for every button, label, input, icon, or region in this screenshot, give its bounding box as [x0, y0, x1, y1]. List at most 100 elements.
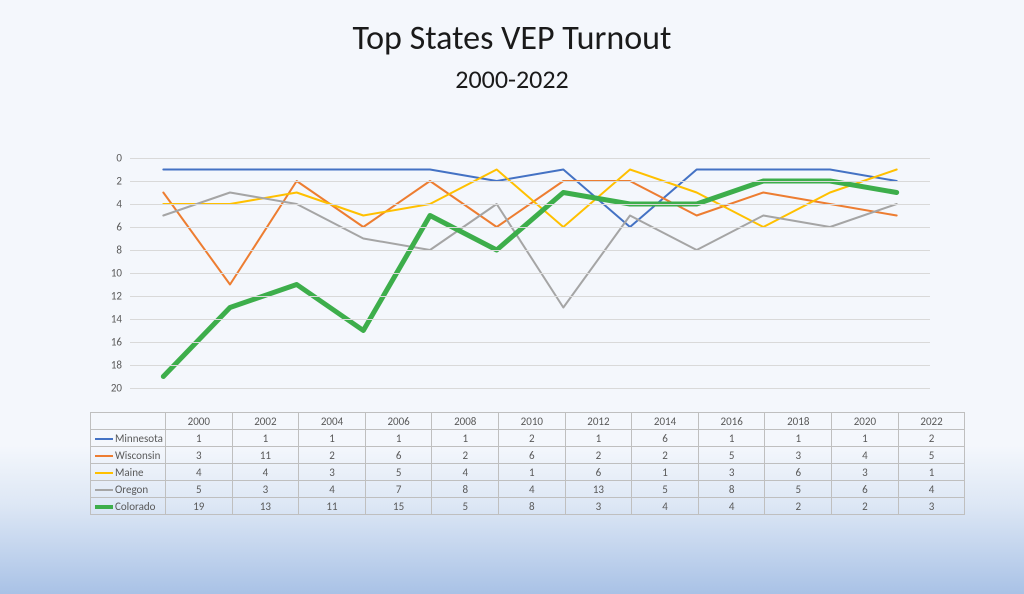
table-col-header: 2020: [832, 413, 899, 430]
table-cell: 3: [898, 498, 965, 515]
y-axis-label: 2: [116, 175, 130, 188]
series-name-label: Minnesota: [115, 432, 163, 445]
table-cell: 1: [632, 464, 699, 481]
table-cell: 1: [232, 430, 299, 447]
gridline: [130, 158, 930, 159]
table-row-header: Oregon: [91, 481, 166, 498]
table-cell: 1: [499, 464, 566, 481]
gridline: [130, 250, 930, 251]
table-col-header: 2010: [499, 413, 566, 430]
table-cell: 4: [898, 481, 965, 498]
table-cell: 4: [299, 481, 366, 498]
table-cell: 5: [765, 481, 832, 498]
series-name-label: Oregon: [115, 483, 148, 496]
table-cell: 5: [632, 481, 699, 498]
table-row-header: Maine: [91, 464, 166, 481]
y-axis-label: 16: [111, 336, 130, 349]
table-cell: 2: [432, 447, 499, 464]
table-cell: 8: [432, 481, 499, 498]
table-cell: 2: [765, 498, 832, 515]
table-cell: 13: [565, 481, 632, 498]
table-corner-cell: [91, 413, 166, 430]
table-cell: 5: [898, 447, 965, 464]
table-cell: 2: [565, 447, 632, 464]
data-table: 2000200220042006200820102012201420162018…: [90, 412, 965, 515]
table-cell: 8: [698, 481, 765, 498]
table-cell: 15: [365, 498, 432, 515]
table-cell: 11: [299, 498, 366, 515]
chart-plot-area: 02468101214161820: [130, 158, 930, 388]
gridline: [130, 204, 930, 205]
legend-swatch: [95, 438, 113, 440]
table-cell: 1: [565, 430, 632, 447]
series-name-label: Maine: [115, 466, 143, 479]
y-axis-label: 10: [111, 267, 130, 280]
table-cell: 2: [299, 447, 366, 464]
table-cell: 2: [898, 430, 965, 447]
table-cell: 3: [765, 447, 832, 464]
table-col-header: 2016: [698, 413, 765, 430]
table-cell: 6: [365, 447, 432, 464]
table-cell: 5: [432, 498, 499, 515]
y-axis-label: 4: [116, 198, 130, 211]
table-cell: 3: [299, 464, 366, 481]
table-cell: 5: [365, 464, 432, 481]
table-cell: 4: [832, 447, 899, 464]
gridline: [130, 273, 930, 274]
table-cell: 3: [698, 464, 765, 481]
table-cell: 5: [698, 447, 765, 464]
y-axis-label: 6: [116, 221, 130, 234]
y-axis-label: 12: [111, 290, 130, 303]
table-cell: 3: [165, 447, 232, 464]
table-cell: 4: [499, 481, 566, 498]
table-cell: 4: [632, 498, 699, 515]
table-cell: 6: [499, 447, 566, 464]
gridline: [130, 181, 930, 182]
table-col-header: 2006: [365, 413, 432, 430]
y-axis-label: 14: [111, 313, 130, 326]
table-cell: 1: [165, 430, 232, 447]
y-axis-label: 0: [116, 152, 130, 165]
table-col-header: 2018: [765, 413, 832, 430]
table-col-header: 2014: [632, 413, 699, 430]
table-cell: 7: [365, 481, 432, 498]
table-col-header: 2004: [299, 413, 366, 430]
table-cell: 1: [898, 464, 965, 481]
table-col-header: 2012: [565, 413, 632, 430]
table-cell: 6: [632, 430, 699, 447]
table-cell: 1: [432, 430, 499, 447]
table-row-header: Minnesota: [91, 430, 166, 447]
table-cell: 2: [832, 498, 899, 515]
table-cell: 11: [232, 447, 299, 464]
table-col-header: 2022: [898, 413, 965, 430]
table-cell: 5: [165, 481, 232, 498]
gridline: [130, 365, 930, 366]
table-cell: 4: [698, 498, 765, 515]
table-cell: 6: [765, 464, 832, 481]
table-cell: 8: [499, 498, 566, 515]
y-axis-label: 18: [111, 359, 130, 372]
gridline: [130, 342, 930, 343]
series-line-colorado: [163, 181, 896, 377]
gridline: [130, 388, 930, 389]
legend-swatch: [95, 472, 113, 474]
table-col-header: 2000: [165, 413, 232, 430]
table-cell: 2: [632, 447, 699, 464]
gridline: [130, 319, 930, 320]
gridline: [130, 296, 930, 297]
table-cell: 1: [832, 430, 899, 447]
table-cell: 2: [499, 430, 566, 447]
series-name-label: Wisconsin: [115, 449, 160, 462]
y-axis-label: 20: [111, 382, 130, 395]
legend-swatch: [95, 505, 113, 509]
table-cell: 6: [832, 481, 899, 498]
table-cell: 6: [565, 464, 632, 481]
table-col-header: 2008: [432, 413, 499, 430]
table-cell: 3: [565, 498, 632, 515]
table-col-header: 2002: [232, 413, 299, 430]
chart-title: Top States VEP Turnout: [0, 18, 1024, 59]
y-axis-label: 8: [116, 244, 130, 257]
chart-subtitle: 2000-2022: [0, 63, 1024, 95]
gridline: [130, 227, 930, 228]
table-row-header: Colorado: [91, 498, 166, 515]
